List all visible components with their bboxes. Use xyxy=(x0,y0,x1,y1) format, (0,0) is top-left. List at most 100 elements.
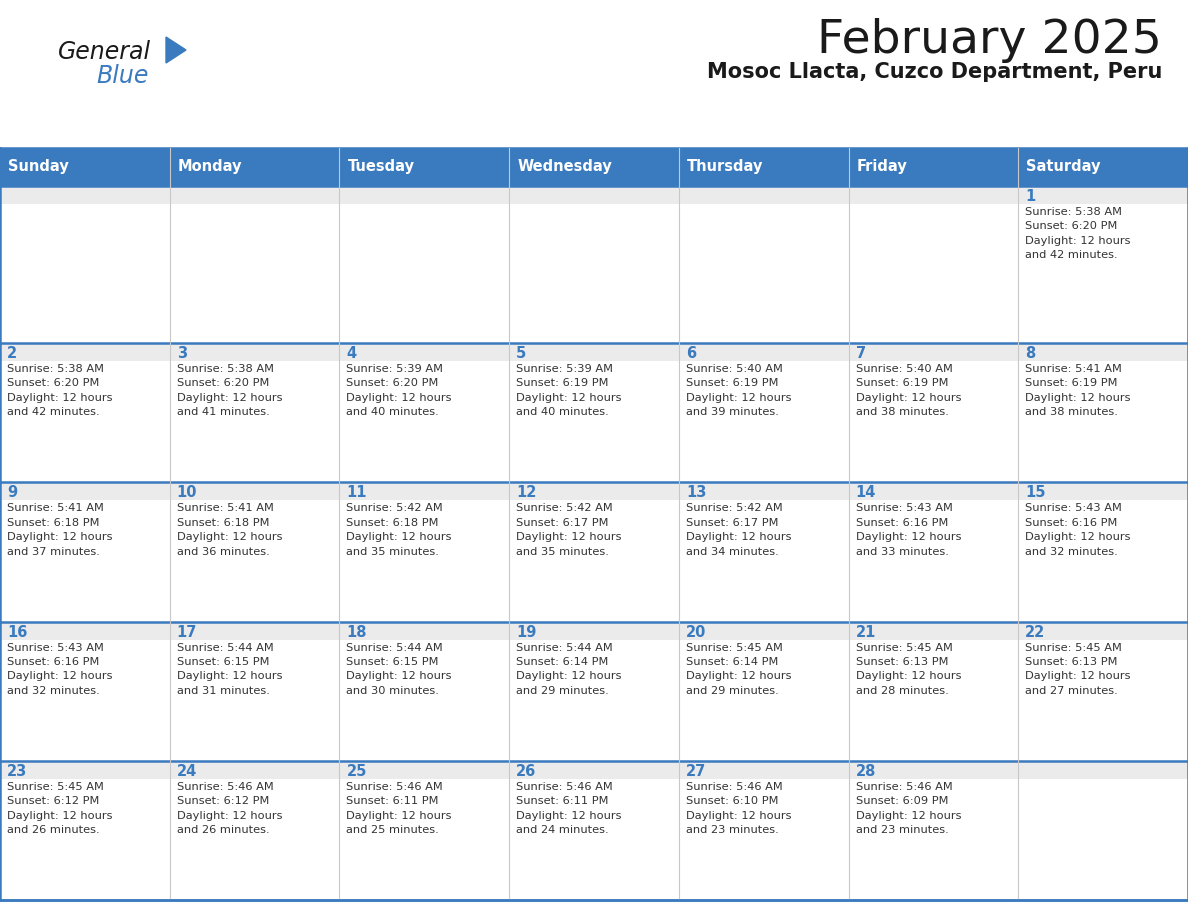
Bar xyxy=(678,186,848,343)
Text: Sunrise: 5:39 AM
Sunset: 6:20 PM
Daylight: 12 hours
and 40 minutes.: Sunrise: 5:39 AM Sunset: 6:20 PM Dayligh… xyxy=(347,364,451,418)
Bar xyxy=(848,148,1018,186)
Bar xyxy=(1018,186,1188,343)
Bar xyxy=(848,621,1018,761)
Bar xyxy=(848,761,1018,900)
Bar xyxy=(510,621,678,640)
Bar xyxy=(510,343,678,361)
Text: 22: 22 xyxy=(1025,624,1045,640)
Bar xyxy=(340,621,510,761)
Bar xyxy=(1018,482,1188,500)
Bar xyxy=(510,343,678,482)
Text: 25: 25 xyxy=(347,764,367,778)
Bar xyxy=(510,482,678,500)
Bar xyxy=(678,186,848,204)
Bar xyxy=(0,621,170,761)
Text: Mosoc Llacta, Cuzco Department, Peru: Mosoc Llacta, Cuzco Department, Peru xyxy=(707,62,1162,82)
Text: Sunrise: 5:45 AM
Sunset: 6:13 PM
Daylight: 12 hours
and 28 minutes.: Sunrise: 5:45 AM Sunset: 6:13 PM Dayligh… xyxy=(855,643,961,696)
Text: Sunrise: 5:46 AM
Sunset: 6:10 PM
Daylight: 12 hours
and 23 minutes.: Sunrise: 5:46 AM Sunset: 6:10 PM Dayligh… xyxy=(685,782,791,835)
Text: 13: 13 xyxy=(685,486,706,500)
Text: Sunrise: 5:40 AM
Sunset: 6:19 PM
Daylight: 12 hours
and 39 minutes.: Sunrise: 5:40 AM Sunset: 6:19 PM Dayligh… xyxy=(685,364,791,418)
Text: 24: 24 xyxy=(177,764,197,778)
Text: Sunrise: 5:42 AM
Sunset: 6:17 PM
Daylight: 12 hours
and 34 minutes.: Sunrise: 5:42 AM Sunset: 6:17 PM Dayligh… xyxy=(685,503,791,556)
Text: 15: 15 xyxy=(1025,486,1045,500)
Bar xyxy=(678,148,848,186)
Text: Saturday: Saturday xyxy=(1026,160,1101,174)
Bar xyxy=(0,186,170,204)
Bar xyxy=(340,482,510,621)
Bar xyxy=(340,148,510,186)
Bar xyxy=(340,343,510,482)
Text: Sunrise: 5:43 AM
Sunset: 6:16 PM
Daylight: 12 hours
and 32 minutes.: Sunrise: 5:43 AM Sunset: 6:16 PM Dayligh… xyxy=(7,643,113,696)
Text: Sunrise: 5:43 AM
Sunset: 6:16 PM
Daylight: 12 hours
and 33 minutes.: Sunrise: 5:43 AM Sunset: 6:16 PM Dayligh… xyxy=(855,503,961,556)
Bar xyxy=(0,761,170,778)
Text: Sunrise: 5:45 AM
Sunset: 6:13 PM
Daylight: 12 hours
and 27 minutes.: Sunrise: 5:45 AM Sunset: 6:13 PM Dayligh… xyxy=(1025,643,1131,696)
Bar xyxy=(678,621,848,761)
Text: 16: 16 xyxy=(7,624,27,640)
Text: 5: 5 xyxy=(516,346,526,361)
Bar xyxy=(510,186,678,343)
Text: 19: 19 xyxy=(516,624,537,640)
Bar xyxy=(170,148,340,186)
Text: 8: 8 xyxy=(1025,346,1036,361)
Bar xyxy=(0,621,170,640)
Bar xyxy=(848,186,1018,343)
Text: Sunrise: 5:45 AM
Sunset: 6:12 PM
Daylight: 12 hours
and 26 minutes.: Sunrise: 5:45 AM Sunset: 6:12 PM Dayligh… xyxy=(7,782,113,835)
Text: 7: 7 xyxy=(855,346,866,361)
Bar xyxy=(678,761,848,900)
Bar xyxy=(0,343,170,482)
Bar xyxy=(0,148,170,186)
Text: Thursday: Thursday xyxy=(687,160,763,174)
Bar xyxy=(1018,148,1188,186)
Text: Sunrise: 5:41 AM
Sunset: 6:19 PM
Daylight: 12 hours
and 38 minutes.: Sunrise: 5:41 AM Sunset: 6:19 PM Dayligh… xyxy=(1025,364,1131,418)
Bar xyxy=(170,621,340,761)
Bar xyxy=(340,621,510,640)
Bar xyxy=(848,761,1018,778)
Text: Sunrise: 5:41 AM
Sunset: 6:18 PM
Daylight: 12 hours
and 36 minutes.: Sunrise: 5:41 AM Sunset: 6:18 PM Dayligh… xyxy=(177,503,283,556)
Bar xyxy=(340,186,510,204)
Text: 28: 28 xyxy=(855,764,876,778)
Text: Sunrise: 5:45 AM
Sunset: 6:14 PM
Daylight: 12 hours
and 29 minutes.: Sunrise: 5:45 AM Sunset: 6:14 PM Dayligh… xyxy=(685,643,791,696)
Bar xyxy=(1018,761,1188,900)
Text: Sunrise: 5:39 AM
Sunset: 6:19 PM
Daylight: 12 hours
and 40 minutes.: Sunrise: 5:39 AM Sunset: 6:19 PM Dayligh… xyxy=(516,364,621,418)
Text: Sunrise: 5:42 AM
Sunset: 6:17 PM
Daylight: 12 hours
and 35 minutes.: Sunrise: 5:42 AM Sunset: 6:17 PM Dayligh… xyxy=(516,503,621,556)
Bar xyxy=(170,343,340,482)
Text: 10: 10 xyxy=(177,486,197,500)
Bar xyxy=(0,761,170,900)
Polygon shape xyxy=(166,37,187,63)
Text: 2: 2 xyxy=(7,346,17,361)
Bar xyxy=(0,482,170,621)
Bar xyxy=(170,186,340,343)
Bar xyxy=(678,621,848,640)
Bar xyxy=(1018,621,1188,761)
Bar xyxy=(510,621,678,761)
Bar xyxy=(170,482,340,500)
Text: 3: 3 xyxy=(177,346,187,361)
Text: Sunrise: 5:44 AM
Sunset: 6:15 PM
Daylight: 12 hours
and 31 minutes.: Sunrise: 5:44 AM Sunset: 6:15 PM Dayligh… xyxy=(177,643,283,696)
Text: 26: 26 xyxy=(516,764,537,778)
Bar xyxy=(170,761,340,900)
Text: 14: 14 xyxy=(855,486,876,500)
Text: 17: 17 xyxy=(177,624,197,640)
Bar xyxy=(340,343,510,361)
Bar xyxy=(848,343,1018,482)
Bar xyxy=(340,186,510,343)
Bar xyxy=(678,343,848,361)
Text: Sunrise: 5:42 AM
Sunset: 6:18 PM
Daylight: 12 hours
and 35 minutes.: Sunrise: 5:42 AM Sunset: 6:18 PM Dayligh… xyxy=(347,503,451,556)
Text: Friday: Friday xyxy=(857,160,908,174)
Text: Sunrise: 5:46 AM
Sunset: 6:12 PM
Daylight: 12 hours
and 26 minutes.: Sunrise: 5:46 AM Sunset: 6:12 PM Dayligh… xyxy=(177,782,283,835)
Text: Monday: Monday xyxy=(178,160,242,174)
Text: 23: 23 xyxy=(7,764,27,778)
Text: Sunrise: 5:44 AM
Sunset: 6:14 PM
Daylight: 12 hours
and 29 minutes.: Sunrise: 5:44 AM Sunset: 6:14 PM Dayligh… xyxy=(516,643,621,696)
Text: Sunrise: 5:38 AM
Sunset: 6:20 PM
Daylight: 12 hours
and 42 minutes.: Sunrise: 5:38 AM Sunset: 6:20 PM Dayligh… xyxy=(1025,207,1131,260)
Bar xyxy=(170,343,340,361)
Text: 11: 11 xyxy=(347,486,367,500)
Bar xyxy=(848,343,1018,361)
Bar xyxy=(0,482,170,500)
Bar xyxy=(848,482,1018,621)
Text: 21: 21 xyxy=(855,624,876,640)
Text: 6: 6 xyxy=(685,346,696,361)
Bar xyxy=(678,761,848,778)
Text: Sunrise: 5:40 AM
Sunset: 6:19 PM
Daylight: 12 hours
and 38 minutes.: Sunrise: 5:40 AM Sunset: 6:19 PM Dayligh… xyxy=(855,364,961,418)
Text: Tuesday: Tuesday xyxy=(347,160,415,174)
Text: 18: 18 xyxy=(347,624,367,640)
